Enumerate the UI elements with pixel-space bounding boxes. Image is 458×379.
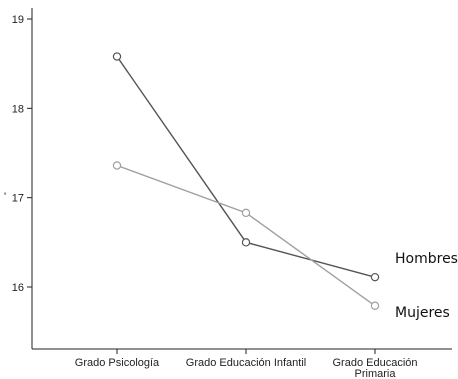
data-point-hombres: [112, 52, 122, 61]
data-point-hombres: [370, 272, 380, 282]
data-point-mujeres: [370, 301, 380, 310]
x-tick-label: Grado Psicología: [75, 357, 160, 369]
axes: [31, 8, 452, 350]
data-point-hombres: [241, 238, 251, 247]
legend-label-hombres: Hombres: [395, 251, 458, 267]
x-axis-ticks: Grado Psicología Grado Educación Infantil…: [75, 349, 418, 379]
data-point-mujeres: [112, 161, 122, 170]
x-tick-label: Grado Educación Primaria: [333, 357, 418, 379]
y-axis-label: ': [4, 191, 6, 203]
y-axis-ticks: 16 17 18 19: [12, 14, 32, 294]
series-layer: [112, 52, 380, 310]
legend: Hombres Mujeres: [395, 251, 458, 321]
y-tick-label: 16: [12, 282, 24, 294]
y-tick-label: 17: [12, 193, 24, 205]
series-line-mujeres: [116, 164, 376, 307]
legend-label-mujeres: Mujeres: [395, 305, 450, 321]
y-tick-label: 18: [12, 103, 24, 115]
x-tick-label: Grado Educación Infantil: [186, 357, 306, 369]
y-tick-label: 19: [12, 14, 24, 26]
data-point-mujeres: [241, 208, 251, 218]
